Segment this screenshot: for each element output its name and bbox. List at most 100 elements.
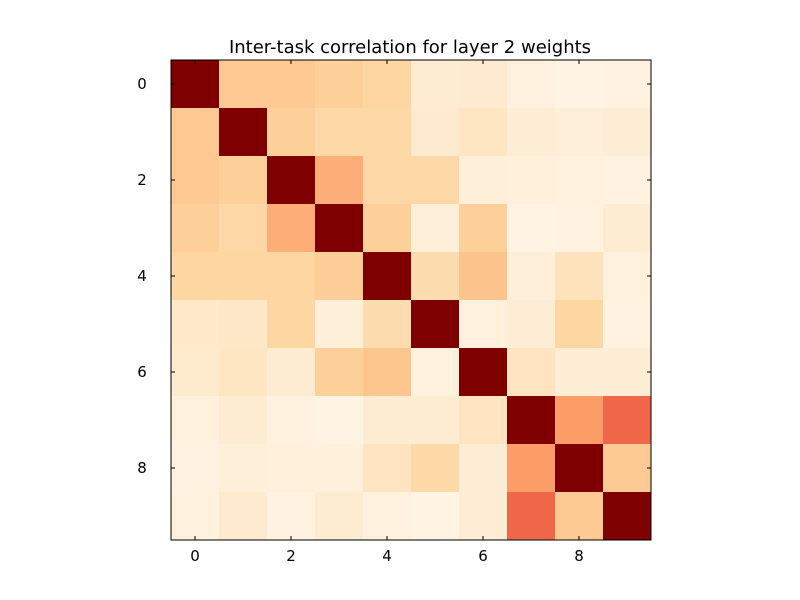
heatmap-cell-r3-c0 [171,204,220,253]
heatmap-cell-r7-c9 [603,396,652,445]
heatmap-cell-r3-c3 [315,204,364,253]
heatmap-cell-r0-c9 [603,60,652,109]
heatmap-cell-r3-c6 [459,204,508,253]
heatmap-cell-r2-c0 [171,156,220,205]
heatmap-cell-r5-c1 [219,300,268,349]
heatmap-cell-r3-c2 [267,204,316,253]
heatmap-cell-r3-c8 [555,204,604,253]
heatmap-cell-r8-c2 [267,444,316,493]
heatmap-cell-r7-c4 [363,396,412,445]
heatmap-cell-r6-c0 [171,348,220,397]
heatmap-cell-r0-c5 [411,60,460,109]
heatmap-cell-r6-c9 [603,348,652,397]
heatmap-cell-r4-c3 [315,252,364,301]
heatmap-cell-r4-c7 [507,252,556,301]
heatmap-cell-r2-c1 [219,156,268,205]
heatmap-cell-r0-c6 [459,60,508,109]
axis-ticks: 0 2 4 6 8 0 2 4 6 8 [137,60,651,565]
heatmap-cell-r0-c8 [555,60,604,109]
heatmap-cell-r2-c7 [507,156,556,205]
heatmap-cell-r5-c4 [363,300,412,349]
x-tick-label-6: 6 [478,547,488,565]
heatmap-cell-r6-c8 [555,348,604,397]
heatmap-cell-r2-c8 [555,156,604,205]
heatmap-cell-r6-c4 [363,348,412,397]
heatmap-cell-r8-c0 [171,444,220,493]
y-tick-label-0: 0 [137,75,147,93]
heatmap-cell-r7-c1 [219,396,268,445]
heatmap-cell-r7-c6 [459,396,508,445]
heatmap-cell-r0-c7 [507,60,556,109]
heatmap-cell-r1-c9 [603,108,652,157]
heatmap-cell-r5-c8 [555,300,604,349]
heatmap-cell-r9-c7 [507,492,556,541]
heatmap-cell-r5-c9 [603,300,652,349]
heatmap-cell-r6-c6 [459,348,508,397]
heatmap-cell-r9-c0 [171,492,220,541]
heatmap-cell-r2-c6 [459,156,508,205]
heatmap-cell-r0-c3 [315,60,364,109]
heatmap-cell-r9-c3 [315,492,364,541]
heatmap-cell-r4-c5 [411,252,460,301]
heatmap-cell-r8-c5 [411,444,460,493]
heatmap-cell-r1-c2 [267,108,316,157]
heatmap-cell-r3-c4 [363,204,412,253]
heatmap-cell-r6-c7 [507,348,556,397]
heatmap-cell-r8-c1 [219,444,268,493]
chart-title: Inter-task correlation for layer 2 weigh… [229,37,591,58]
heatmap-cell-r5-c7 [507,300,556,349]
heatmap-cell-r9-c9 [603,492,652,541]
heatmap-cell-r1-c3 [315,108,364,157]
heatmap-cell-r8-c6 [459,444,508,493]
heatmap-cell-r4-c4 [363,252,412,301]
heatmap-cell-r1-c4 [363,108,412,157]
heatmap-cell-r4-c6 [459,252,508,301]
heatmap-cell-r1-c1 [219,108,268,157]
heatmap-cell-r4-c1 [219,252,268,301]
heatmap-cell-r6-c2 [267,348,316,397]
heatmap-cell-r5-c3 [315,300,364,349]
heatmap-cell-r8-c4 [363,444,412,493]
y-tick-label-2: 2 [137,171,147,189]
heatmap-cell-r7-c2 [267,396,316,445]
x-tick-label-2: 2 [286,547,296,565]
heatmap-cell-r6-c3 [315,348,364,397]
x-tick-label-8: 8 [574,547,584,565]
heatmap-cell-r4-c8 [555,252,604,301]
heatmap-cell-r7-c5 [411,396,460,445]
heatmap-cell-r2-c3 [315,156,364,205]
heatmap-cell-r2-c9 [603,156,652,205]
heatmap-cell-r1-c7 [507,108,556,157]
heatmap-cell-r0-c4 [363,60,412,109]
heatmap-cell-r5-c0 [171,300,220,349]
heatmap-cell-r4-c0 [171,252,220,301]
heatmap-cell-r5-c2 [267,300,316,349]
x-tick-label-0: 0 [190,547,200,565]
heatmap-cell-r4-c2 [267,252,316,301]
heatmap-cell-r9-c2 [267,492,316,541]
heatmap-cell-r9-c8 [555,492,604,541]
heatmap-cell-r9-c5 [411,492,460,541]
heatmap-cell-r9-c6 [459,492,508,541]
y-tick-label-8: 8 [137,459,147,477]
heatmap-cell-r3-c9 [603,204,652,253]
heatmap-cell-r9-c4 [363,492,412,541]
heatmap-cell-r0-c2 [267,60,316,109]
heatmap-cell-r3-c5 [411,204,460,253]
heatmap-cells [171,60,652,541]
heatmap-cell-r4-c9 [603,252,652,301]
heatmap-cell-r8-c8 [555,444,604,493]
heatmap-cell-r6-c1 [219,348,268,397]
heatmap-cell-r7-c7 [507,396,556,445]
heatmap-cell-r7-c3 [315,396,364,445]
heatmap-cell-r9-c1 [219,492,268,541]
heatmap-cell-r1-c5 [411,108,460,157]
x-tick-label-4: 4 [382,547,392,565]
heatmap-cell-r7-c0 [171,396,220,445]
heatmap-cell-r8-c9 [603,444,652,493]
heatmap-cell-r8-c3 [315,444,364,493]
plot-frame [170,59,652,541]
heatmap-cell-r0-c1 [219,60,268,109]
heatmap-cell-r2-c5 [411,156,460,205]
